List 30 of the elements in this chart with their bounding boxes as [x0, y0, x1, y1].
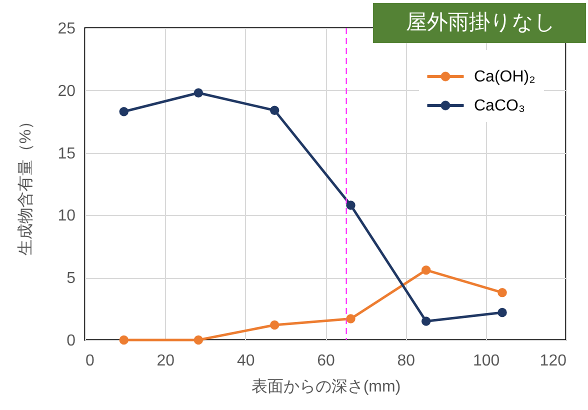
y-tick-label: 10 [58, 208, 76, 225]
y-tick-label: 20 [58, 82, 76, 100]
x-tick-label: 100 [472, 352, 500, 370]
y-tick-label: 25 [58, 20, 76, 38]
legend-label: Ca(OH)₂ [474, 68, 536, 86]
x-tick-label: 60 [317, 352, 335, 370]
x-tick-label: 120 [540, 352, 567, 370]
y-tick-label: 0 [66, 332, 76, 350]
point [346, 200, 356, 210]
x-tick-label: 40 [236, 352, 255, 370]
point [270, 106, 280, 115]
point [346, 314, 356, 324]
point [194, 88, 204, 98]
y-axis-title: 生成物含有量（%） [16, 113, 35, 256]
point [270, 320, 280, 330]
point [422, 266, 431, 275]
point [498, 308, 507, 318]
point [194, 335, 204, 345]
point [119, 335, 128, 345]
point [422, 316, 431, 326]
y-tick-label: 5 [66, 270, 76, 288]
y-tick-label: 15 [58, 145, 76, 162]
x-tick-label: 20 [156, 352, 175, 370]
x-axis-title: 表面からの深さ(mm) [251, 378, 401, 396]
chart-title: 屋外雨掛りなし [406, 11, 556, 34]
point [498, 288, 507, 298]
point [119, 107, 128, 116]
legend-label: CaCO₃ [474, 98, 525, 114]
x-tick-label: 80 [397, 352, 416, 370]
x-tick-label: 0 [86, 352, 94, 370]
